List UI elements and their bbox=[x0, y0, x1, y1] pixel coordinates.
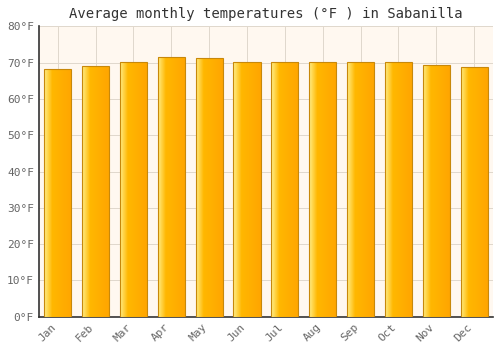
Title: Average monthly temperatures (°F ) in Sabanilla: Average monthly temperatures (°F ) in Sa… bbox=[69, 7, 462, 21]
Bar bbox=[196, 57, 223, 317]
Bar bbox=[271, 62, 298, 317]
Bar bbox=[120, 62, 147, 317]
Bar bbox=[422, 65, 450, 317]
Bar bbox=[309, 62, 336, 317]
Bar bbox=[347, 62, 374, 317]
Bar bbox=[234, 62, 260, 317]
Bar bbox=[385, 62, 412, 317]
Bar bbox=[44, 69, 72, 317]
Bar bbox=[158, 57, 185, 317]
Bar bbox=[82, 66, 109, 317]
Bar bbox=[460, 66, 488, 317]
